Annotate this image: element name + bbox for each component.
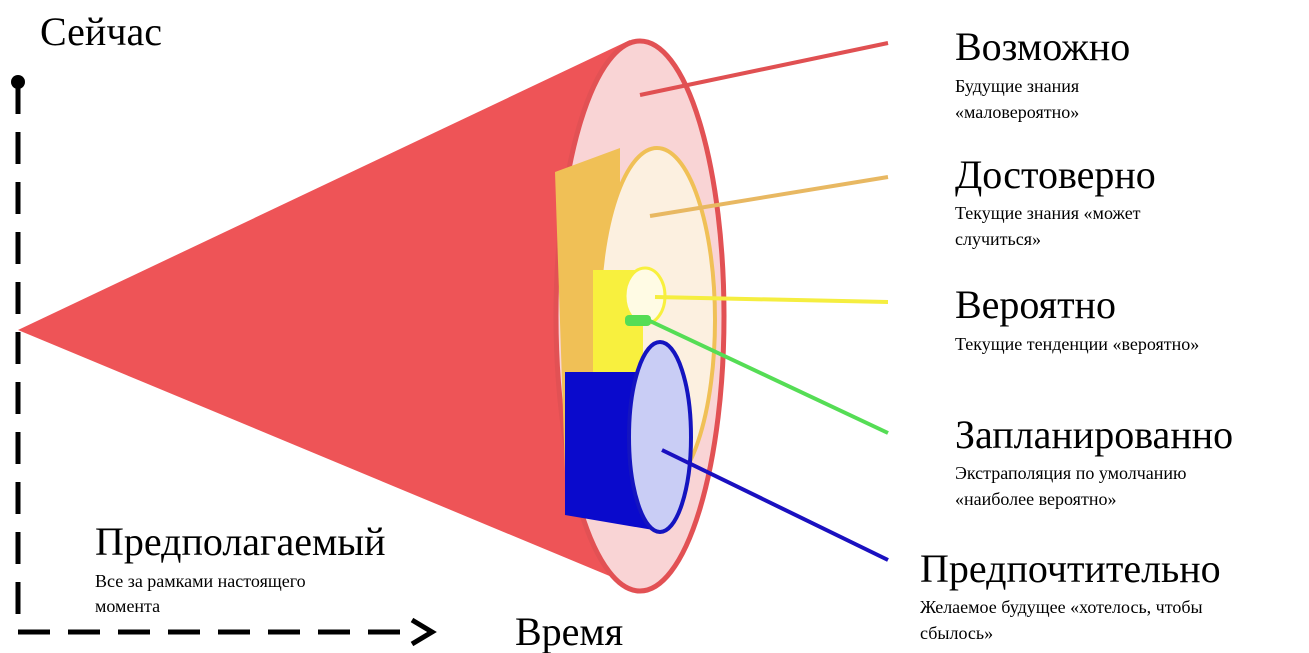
future-title: Вероятно [955,282,1116,327]
assumed-text: Все за рамками настоящего [95,571,306,591]
future-text: «маловероятно» [955,102,1079,122]
time-label: Время [515,609,623,653]
future-text: случиться» [955,229,1041,249]
future-text: «наиболее вероятно» [955,489,1116,509]
future-title: Предпочтительно [920,546,1221,591]
now-label: Сейчас [40,9,162,54]
future-text: Текущие тенденции «вероятно» [955,334,1199,354]
future-text: Будущие знания [955,76,1079,96]
futures-cone-diagram: Сейчас Время Предполагаемый Все за рамка… [0,0,1309,653]
future-title: Запланированно [955,412,1233,457]
future-text: Желаемое будущее «хотелось, чтобы [920,597,1203,617]
future-text: Текущие знания «может [955,203,1141,223]
assumed-title: Предполагаемый [95,519,386,564]
future-text: Экстраполяция по умолчанию [955,463,1187,483]
preferable-disc [629,342,691,532]
future-title: Возможно [955,24,1130,69]
future-title: Достоверно [955,152,1156,197]
assumed-text: момента [95,596,160,616]
projected-marker [625,315,651,326]
future-text: сбылось» [920,623,993,643]
